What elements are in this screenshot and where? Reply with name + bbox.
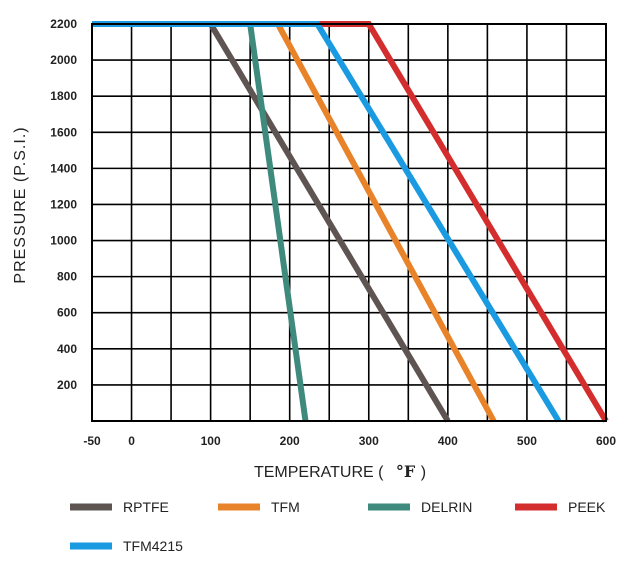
y-tick-label: 1600 [50, 125, 77, 139]
series-line-peek [92, 21, 609, 423]
series-line-delrin [92, 21, 309, 422]
x-axis-ticks: -50 0 100 200 300 400 500 600 [83, 434, 616, 448]
legend-item-tfm4215: TFM4215 [70, 538, 183, 554]
y-tick-label: 600 [57, 306, 77, 320]
x-tick-label: 300 [359, 434, 379, 448]
y-tick-label: 1200 [50, 197, 77, 211]
legend-label: RPTFE [123, 499, 169, 515]
legend-label: TFM4215 [123, 538, 183, 554]
y-tick-label: 1400 [50, 161, 77, 175]
series-line-rptfe [92, 21, 451, 423]
y-tick-label: 2200 [50, 17, 77, 31]
series-line-tfm [92, 21, 497, 423]
legend-item-peek: PEEK [515, 499, 606, 515]
x-tick-label: -50 [83, 434, 101, 448]
x-tick-label: 600 [596, 434, 616, 448]
chart-legend: RPTFE TFM DELRIN PEEK TFM4215 [70, 499, 606, 554]
legend-label: DELRIN [421, 499, 472, 515]
y-axis-ticks: 200 400 600 800 1000 1200 1400 1600 1800 2000 2200 [50, 17, 77, 392]
x-axis-title-text: TEMPERATURE ( [254, 464, 384, 481]
x-axis-unit: °F [396, 462, 416, 481]
legend-item-rptfe: RPTFE [70, 499, 169, 515]
plot-border [91, 23, 607, 422]
x-axis-title-close: ) [421, 464, 426, 481]
x-axis-title: TEMPERATURE ( °F ) [254, 462, 426, 481]
legend-label: TFM [271, 499, 300, 515]
plot-frame [91, 23, 607, 422]
y-tick-label: 1800 [50, 89, 77, 103]
y-tick-label: 400 [57, 342, 77, 356]
y-tick-label: 1000 [50, 234, 77, 248]
x-tick-label: 400 [438, 434, 458, 448]
legend-item-tfm: TFM [218, 499, 300, 515]
chart-series [92, 21, 609, 423]
y-axis-title: PRESSURE (P.S.I.) [12, 126, 29, 283]
x-tick-label: 200 [280, 434, 300, 448]
legend-label: PEEK [568, 499, 606, 515]
x-tick-label: 0 [128, 434, 135, 448]
y-tick-label: 800 [57, 270, 77, 284]
x-tick-label: 100 [201, 434, 221, 448]
legend-item-delrin: DELRIN [368, 499, 472, 515]
chart-grid [92, 24, 606, 421]
y-tick-label: 2000 [50, 53, 77, 67]
y-tick-label: 200 [57, 378, 77, 392]
x-tick-label: 500 [517, 434, 537, 448]
